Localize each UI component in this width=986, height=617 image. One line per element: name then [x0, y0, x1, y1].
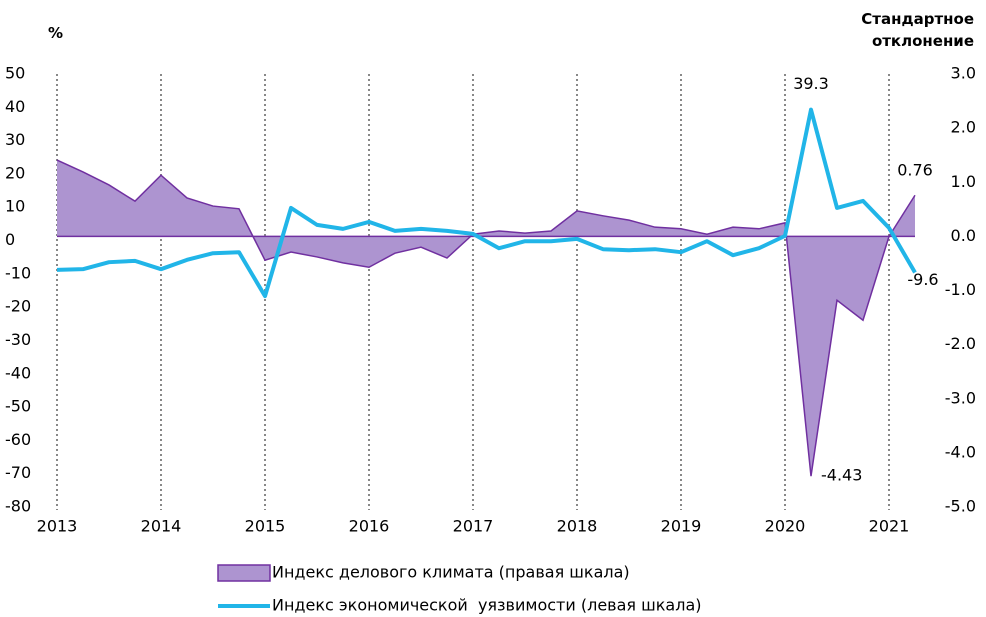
y-tick-label: -20 [5, 297, 31, 316]
y-tick-label: 40 [5, 97, 25, 116]
line [56, 107, 917, 299]
data-label: 39.3 [793, 74, 829, 93]
y-tick-label: -50 [5, 397, 31, 416]
y-tick-label: -70 [5, 463, 31, 482]
y2-tick-label: -2.0 [945, 334, 976, 353]
y-tick-label: 0 [5, 230, 15, 249]
y-tick-label: -30 [5, 330, 31, 349]
y-tick-label: 10 [5, 197, 25, 216]
y-tick-label: 30 [5, 130, 25, 149]
x-tick-label: 2015 [245, 517, 286, 536]
x-tick-label: 2020 [765, 517, 806, 536]
y2-tick-label: -3.0 [945, 388, 976, 407]
y2-tick-label: 2.0 [951, 118, 976, 137]
x-tick-label: 2019 [661, 517, 702, 536]
y-tick-label: 20 [5, 163, 25, 182]
x-tick-label: 2021 [869, 517, 910, 536]
legend-swatch [217, 564, 271, 582]
y2-axis-label: Стандартное отклонение [861, 10, 974, 50]
y2-tick-label: 1.0 [951, 172, 976, 191]
y-tick-label: 50 [5, 64, 25, 83]
y2-tick-label: 0.0 [951, 226, 976, 245]
x-tick-label: 2017 [453, 517, 494, 536]
y-tick-label: -80 [5, 497, 31, 516]
x-tick-label: 2014 [141, 517, 182, 536]
x-tick-label: 2018 [557, 517, 598, 536]
y2-tick-label: -1.0 [945, 280, 976, 299]
y-axis-label: % [48, 24, 64, 42]
y-tick-label: -60 [5, 430, 31, 449]
y2-tick-label: -4.0 [945, 442, 976, 461]
x-tick-label: 2013 [37, 517, 78, 536]
y-tick-label: -40 [5, 363, 31, 382]
y-tick-label: -10 [5, 263, 31, 282]
legend-label: Индекс экономической уязвимости (левая ш… [272, 596, 701, 615]
x-tick-label: 2016 [349, 517, 390, 536]
area-outline [56, 159, 916, 477]
area-fill [57, 160, 915, 477]
data-label: -4.43 [821, 466, 862, 485]
data-label: -9.6 [907, 270, 938, 289]
legend-label: Индекс делового климата (правая шкала) [272, 563, 630, 582]
y2-tick-label: 3.0 [951, 64, 976, 83]
data-label: 0.76 [897, 161, 933, 180]
y2-tick-label: -5.0 [945, 497, 976, 516]
